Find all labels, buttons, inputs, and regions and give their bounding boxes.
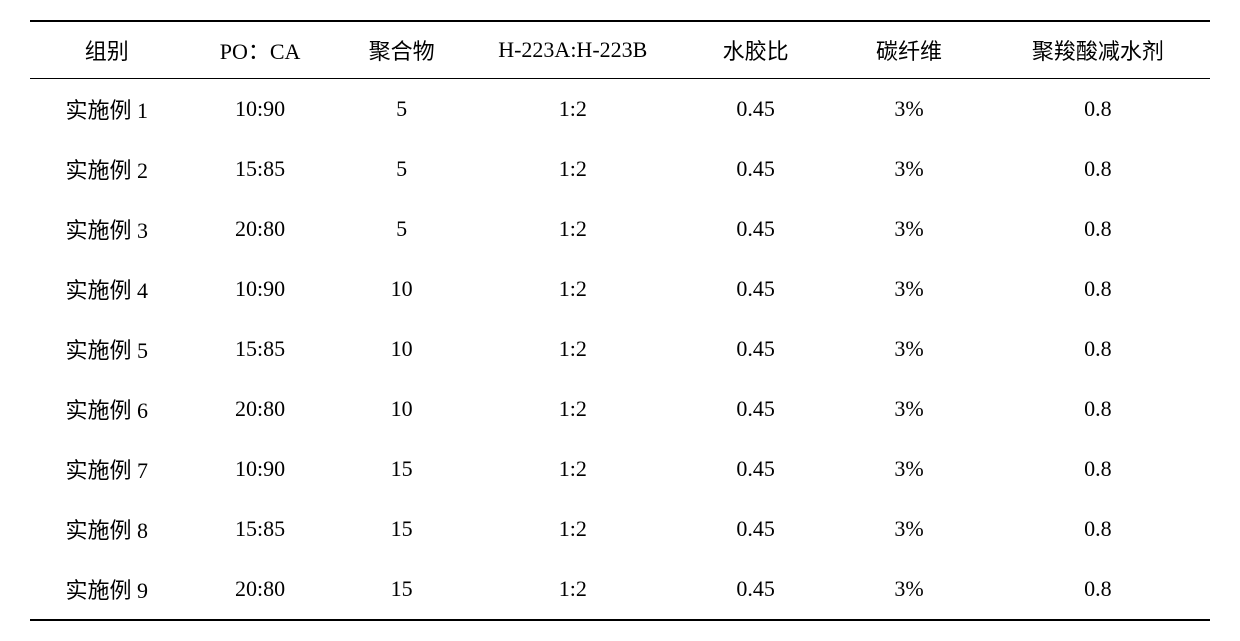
cell-poca: 20:80 [183,199,336,259]
cell-group: 实施例 2 [30,139,183,199]
cell-poca: 10:90 [183,79,336,140]
cell-water: 0.45 [679,259,832,319]
column-header-water-ratio: 水胶比 [679,21,832,79]
table-row: 实施例 4 10:90 10 1:2 0.45 3% 0.8 [30,259,1210,319]
column-header-reducer: 聚羧酸减水剂 [986,21,1210,79]
column-header-h223: H-223A:H-223B [467,21,679,79]
cell-poca: 10:90 [183,439,336,499]
cell-h223: 1:2 [467,319,679,379]
table-row: 实施例 5 15:85 10 1:2 0.45 3% 0.8 [30,319,1210,379]
cell-polymer: 10 [337,259,467,319]
cell-group: 实施例 3 [30,199,183,259]
cell-polymer: 5 [337,199,467,259]
cell-poca: 15:85 [183,319,336,379]
table-row: 实施例 8 15:85 15 1:2 0.45 3% 0.8 [30,499,1210,559]
cell-polymer: 5 [337,79,467,140]
cell-polymer: 15 [337,559,467,620]
cell-carbon: 3% [832,79,985,140]
data-table: 组别 PO：CA 聚合物 H-223A:H-223B 水胶比 碳纤维 聚羧酸减水… [30,20,1210,621]
cell-reducer: 0.8 [986,199,1210,259]
cell-group: 实施例 8 [30,499,183,559]
table-row: 实施例 2 15:85 5 1:2 0.45 3% 0.8 [30,139,1210,199]
table-row: 实施例 3 20:80 5 1:2 0.45 3% 0.8 [30,199,1210,259]
cell-poca: 15:85 [183,499,336,559]
table-row: 实施例 1 10:90 5 1:2 0.45 3% 0.8 [30,79,1210,140]
cell-reducer: 0.8 [986,79,1210,140]
cell-poca: 20:80 [183,559,336,620]
table-row: 实施例 6 20:80 10 1:2 0.45 3% 0.8 [30,379,1210,439]
cell-polymer: 10 [337,319,467,379]
cell-carbon: 3% [832,379,985,439]
cell-h223: 1:2 [467,379,679,439]
column-header-carbon-fiber: 碳纤维 [832,21,985,79]
column-header-polymer: 聚合物 [337,21,467,79]
cell-reducer: 0.8 [986,139,1210,199]
cell-polymer: 15 [337,499,467,559]
cell-h223: 1:2 [467,199,679,259]
cell-water: 0.45 [679,79,832,140]
table-row: 实施例 7 10:90 15 1:2 0.45 3% 0.8 [30,439,1210,499]
cell-group: 实施例 1 [30,79,183,140]
cell-group: 实施例 4 [30,259,183,319]
cell-carbon: 3% [832,139,985,199]
cell-reducer: 0.8 [986,499,1210,559]
cell-group: 实施例 6 [30,379,183,439]
cell-reducer: 0.8 [986,559,1210,620]
cell-h223: 1:2 [467,499,679,559]
table-header-row: 组别 PO：CA 聚合物 H-223A:H-223B 水胶比 碳纤维 聚羧酸减水… [30,21,1210,79]
table-row: 实施例 9 20:80 15 1:2 0.45 3% 0.8 [30,559,1210,620]
column-header-group: 组别 [30,21,183,79]
cell-water: 0.45 [679,559,832,620]
cell-h223: 1:2 [467,139,679,199]
cell-carbon: 3% [832,259,985,319]
cell-reducer: 0.8 [986,259,1210,319]
cell-carbon: 3% [832,499,985,559]
cell-poca: 15:85 [183,139,336,199]
cell-reducer: 0.8 [986,439,1210,499]
cell-h223: 1:2 [467,79,679,140]
cell-water: 0.45 [679,499,832,559]
cell-reducer: 0.8 [986,319,1210,379]
cell-h223: 1:2 [467,259,679,319]
cell-water: 0.45 [679,439,832,499]
cell-h223: 1:2 [467,559,679,620]
cell-group: 实施例 9 [30,559,183,620]
cell-carbon: 3% [832,439,985,499]
cell-group: 实施例 7 [30,439,183,499]
cell-water: 0.45 [679,139,832,199]
cell-carbon: 3% [832,319,985,379]
cell-water: 0.45 [679,379,832,439]
cell-water: 0.45 [679,199,832,259]
cell-carbon: 3% [832,199,985,259]
table-body: 实施例 1 10:90 5 1:2 0.45 3% 0.8 实施例 2 15:8… [30,79,1210,621]
column-header-poca: PO：CA [183,21,336,79]
cell-group: 实施例 5 [30,319,183,379]
cell-h223: 1:2 [467,439,679,499]
cell-carbon: 3% [832,559,985,620]
cell-polymer: 5 [337,139,467,199]
cell-reducer: 0.8 [986,379,1210,439]
cell-water: 0.45 [679,319,832,379]
cell-polymer: 10 [337,379,467,439]
cell-poca: 10:90 [183,259,336,319]
cell-poca: 20:80 [183,379,336,439]
cell-polymer: 15 [337,439,467,499]
